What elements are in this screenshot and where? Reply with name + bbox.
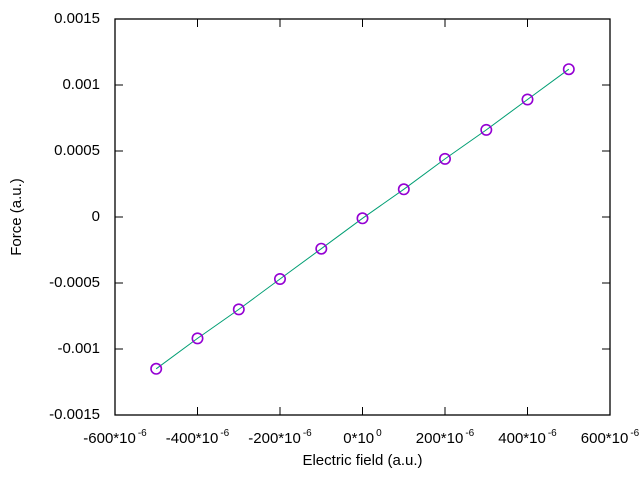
data-point-marker <box>356 212 369 225</box>
y-tick-label: 0.001 <box>62 76 100 93</box>
y-tick-label: 0 <box>91 208 100 225</box>
x-tick-label: 400*10 -6 <box>498 426 556 448</box>
data-point-marker <box>438 152 451 165</box>
x-tick-mantissa: 0*10 <box>343 430 375 447</box>
x-tick-label: -200*10 -6 <box>248 426 311 448</box>
y-tick-label: 0.0015 <box>54 10 100 27</box>
data-point-marker <box>562 63 575 76</box>
data-point-marker <box>521 93 534 106</box>
x-tick-exponent: -6 <box>630 428 640 439</box>
x-tick-mantissa: 600*10 <box>580 430 629 447</box>
data-point-marker <box>273 272 286 285</box>
x-tick-mantissa: -400*10 <box>165 430 219 447</box>
x-tick-label: -600*10 -6 <box>83 426 146 448</box>
x-tick-label: 200*10 -6 <box>416 426 474 448</box>
y-tick-label: 0.0005 <box>54 142 100 159</box>
data-point-marker <box>397 183 410 196</box>
x-tick-mantissa: 400*10 <box>498 430 546 447</box>
x-axis-title: Electric field (a.u.) <box>302 452 423 469</box>
y-tick-label: -0.0005 <box>49 274 100 291</box>
x-tick-mantissa: -600*10 <box>83 430 136 447</box>
plot-border <box>114 18 611 416</box>
x-tick-exponent: 0 <box>376 428 382 439</box>
x-tick-exponent: -6 <box>220 428 230 439</box>
data-series-line <box>155 68 570 370</box>
data-point-marker <box>232 303 245 316</box>
x-tick-exponent: -6 <box>137 428 147 439</box>
data-point-marker <box>191 332 204 345</box>
x-tick-exponent: -6 <box>547 428 557 439</box>
data-point-marker <box>150 362 163 375</box>
x-tick-mantissa: 200*10 <box>415 430 464 447</box>
x-tick-exponent: -6 <box>302 428 312 439</box>
data-point-marker <box>315 242 328 255</box>
x-tick-label: 600*10 -6 <box>581 426 639 448</box>
data-point-marker <box>480 123 493 136</box>
x-tick-exponent: -6 <box>465 428 475 439</box>
x-tick-label: 0*10 0 <box>343 426 381 448</box>
y-tick-label: -0.001 <box>57 340 100 357</box>
x-tick-label: -400*10 -6 <box>166 426 229 448</box>
x-tick-mantissa: -200*10 <box>248 430 301 447</box>
y-tick-label: -0.0015 <box>49 406 100 423</box>
